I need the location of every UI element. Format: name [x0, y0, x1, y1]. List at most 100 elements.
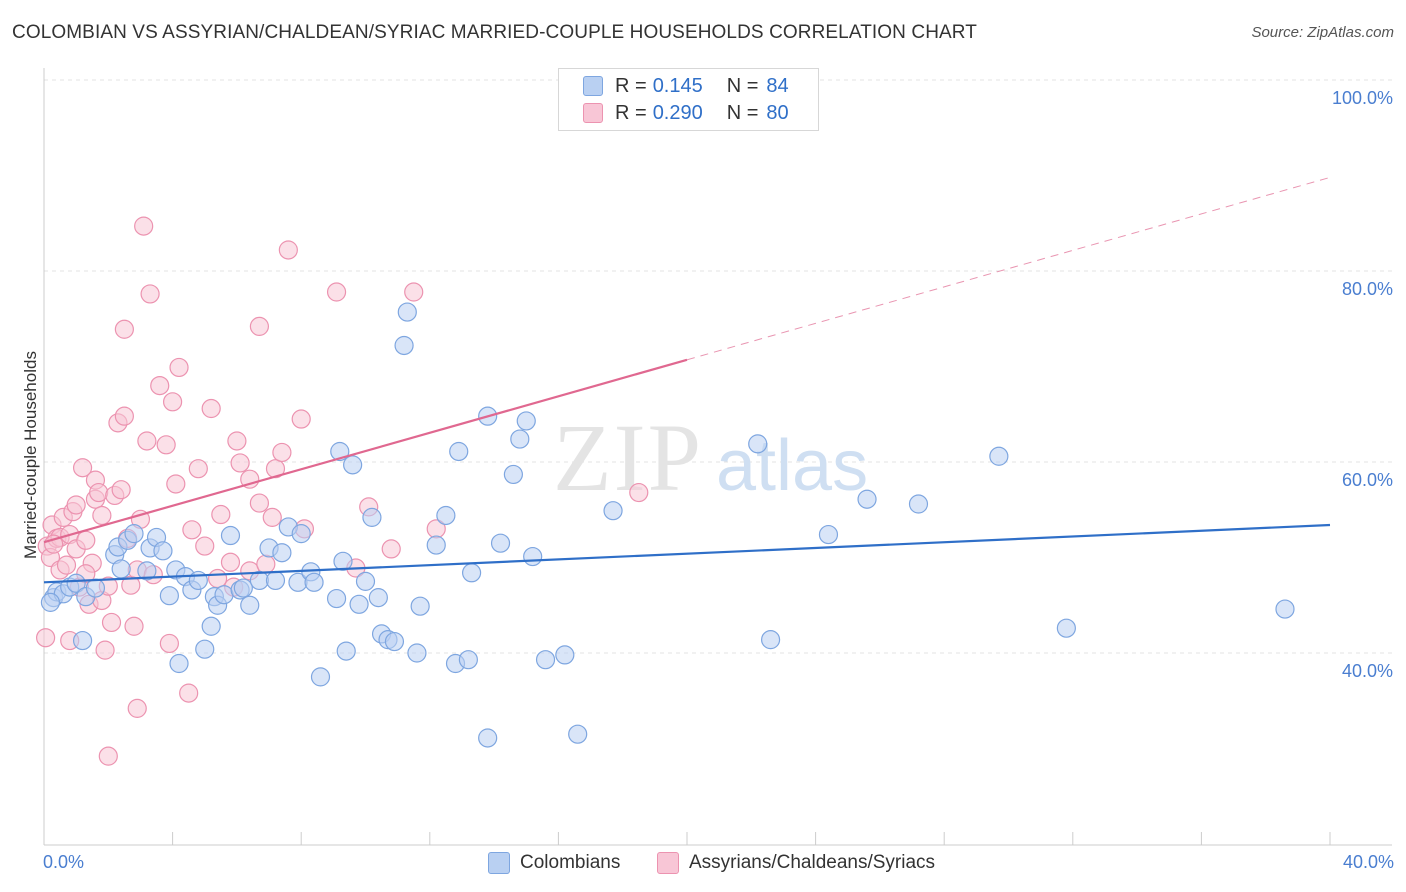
assyrian-point	[272, 442, 292, 463]
correlation-legend: R = 0.145 N = 84 R = 0.290 N = 80	[558, 68, 819, 131]
assyrian-point	[166, 474, 186, 494]
colombian-point	[233, 578, 253, 598]
colombian-point	[355, 571, 376, 591]
colombian-point	[449, 441, 469, 462]
colombian-point	[72, 630, 93, 651]
colombian-point	[535, 650, 556, 670]
x-tick-label-max: 40.0%	[1342, 852, 1394, 872]
colombian-point	[555, 645, 575, 665]
colombian-point	[516, 411, 536, 431]
assyrian-point	[134, 216, 154, 236]
assyrians-trendline	[43, 358, 688, 544]
colombian-point	[857, 489, 877, 509]
colombian-point	[503, 464, 523, 485]
assyrian-point	[326, 282, 347, 302]
legend-row-assyrians: R = 0.290 N = 80	[583, 100, 789, 126]
assyrian-point	[291, 409, 311, 429]
assyrian-point	[95, 640, 115, 660]
assyrian-point	[179, 683, 199, 703]
colombian-point	[195, 639, 215, 659]
assyrian-point	[227, 431, 247, 451]
colombian-point	[240, 595, 260, 615]
colombian-point	[214, 585, 234, 605]
colombian-point	[908, 494, 929, 514]
colombian-point	[1056, 618, 1076, 638]
colombian-point	[310, 667, 331, 687]
source-label: Source: ZipAtlas.com	[1251, 24, 1394, 41]
bottom-legend-colombians: Colombians	[488, 852, 620, 874]
series-colombians-points	[40, 302, 1295, 748]
colombian-point	[265, 570, 286, 591]
colombian-point	[394, 335, 414, 356]
assyrian-point	[92, 505, 112, 526]
axes	[43, 68, 1392, 846]
assyrian-point	[137, 431, 157, 451]
assyrian-point	[220, 552, 241, 572]
assyrian-point	[381, 539, 401, 559]
assyrian-point	[262, 507, 282, 527]
assyrian-point	[150, 376, 170, 396]
colombian-point	[40, 592, 61, 612]
colombian-point	[436, 505, 456, 526]
assyrian-point	[36, 628, 56, 648]
assyrian-point	[127, 698, 147, 718]
colombian-point	[748, 434, 768, 454]
colombian-point	[169, 653, 189, 674]
legend-r-label: R =	[615, 101, 647, 124]
assyrian-point	[101, 612, 122, 633]
colombian-point	[760, 630, 781, 650]
y-tick-label: 100.0%	[1332, 88, 1393, 108]
y-tick-label: 40.0%	[1342, 661, 1393, 681]
assyrian-point	[188, 459, 208, 479]
assyrian-point	[156, 435, 176, 455]
colombian-point	[153, 541, 173, 561]
colombian-point	[989, 446, 1009, 466]
assyrian-point	[211, 504, 231, 525]
colombian-point	[490, 533, 511, 553]
legend-swatch-colombians	[583, 76, 603, 96]
legend-n-value: 84	[766, 74, 789, 97]
watermark-zip: ZIP	[553, 404, 703, 511]
colombian-point	[159, 586, 179, 606]
watermark: ZIP atlas	[553, 404, 868, 511]
trendlines	[43, 176, 1331, 584]
chart-title: COLOMBIAN VS ASSYRIAN/CHALDEAN/SYRIAC MA…	[12, 22, 977, 43]
colombian-point	[201, 616, 221, 636]
y-tick-label: 60.0%	[1342, 470, 1393, 490]
colombian-point	[368, 588, 388, 608]
legend-n-label: N =	[726, 74, 759, 97]
assyrian-point	[629, 482, 649, 503]
colombian-point	[603, 501, 623, 521]
colombian-point	[407, 643, 427, 663]
colombian-point	[326, 588, 347, 609]
colombian-point	[304, 572, 324, 592]
bottom-legend-swatch-assyrians	[657, 852, 679, 874]
y-tick-labels: 100.0% 80.0% 60.0% 40.0%	[1332, 88, 1393, 681]
legend-n-label: N =	[726, 101, 759, 124]
assyrian-point	[278, 240, 298, 260]
assyrian-point	[76, 530, 96, 550]
colombian-point	[397, 302, 417, 322]
legend-r-value: 0.145	[652, 74, 703, 97]
assyrian-point	[72, 458, 93, 478]
y-tick-label: 80.0%	[1342, 279, 1393, 299]
colombian-point	[111, 559, 131, 579]
colombians-trendline	[43, 523, 1331, 584]
assyrian-point	[111, 480, 131, 500]
assyrian-point	[114, 319, 134, 339]
colombian-point	[523, 546, 543, 567]
colombian-point	[137, 561, 157, 581]
colombian-point	[349, 594, 369, 614]
legend-row-colombians: R = 0.145 N = 84	[583, 73, 789, 99]
colombian-point	[568, 724, 588, 744]
assyrian-point	[56, 555, 77, 575]
watermark-atlas: atlas	[716, 426, 868, 506]
colombian-point	[1275, 599, 1295, 619]
colombian-point	[66, 573, 86, 593]
colombian-point	[272, 543, 292, 563]
assyrian-point	[124, 616, 144, 636]
assyrian-point	[195, 536, 215, 556]
assyrian-point	[114, 406, 134, 426]
assyrian-point	[66, 495, 86, 515]
